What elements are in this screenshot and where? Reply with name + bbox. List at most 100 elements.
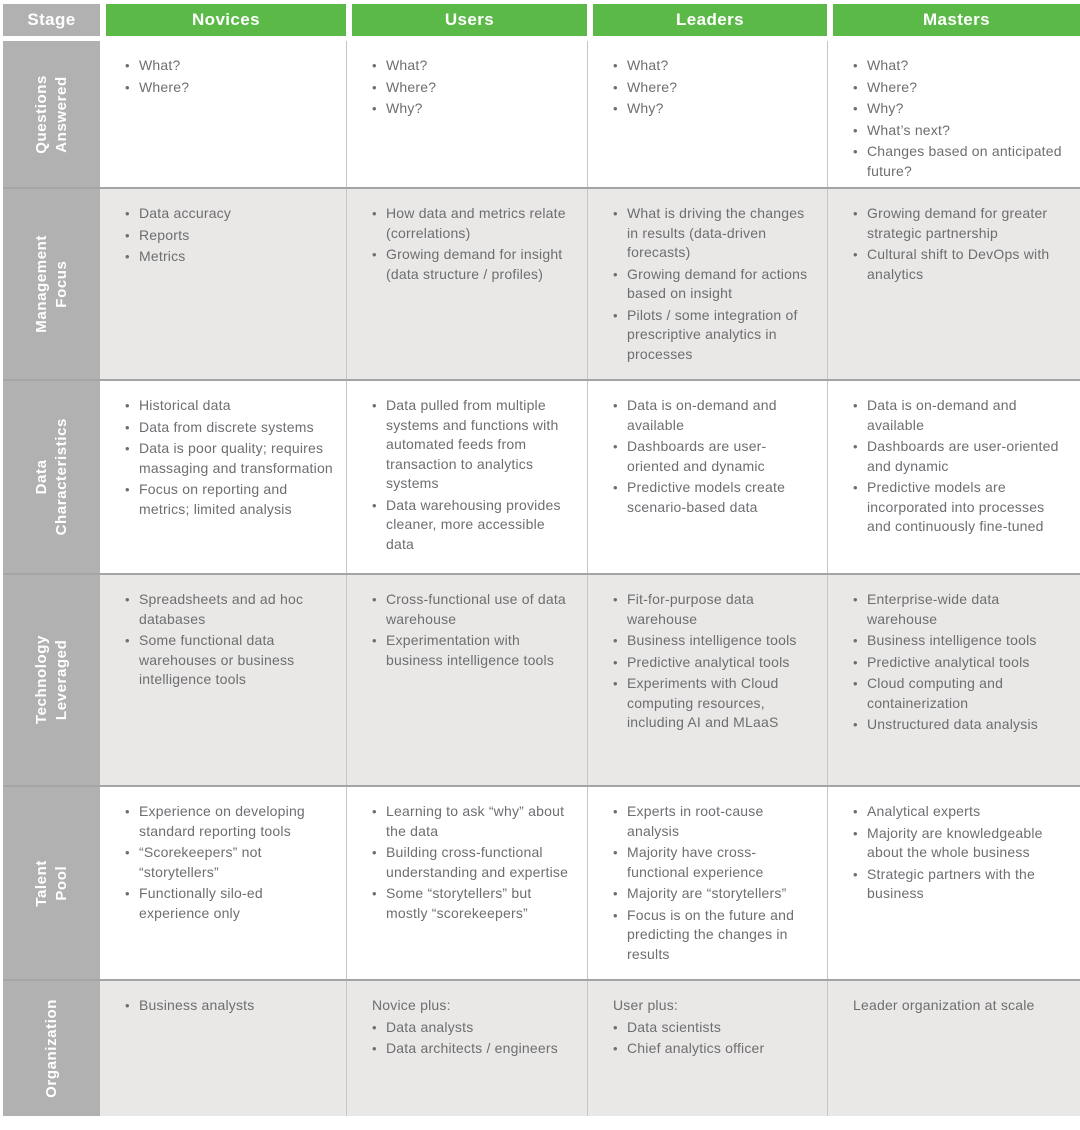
bullet-icon: • [853,101,858,116]
bullet-icon: • [613,804,618,819]
bullet-icon: • [372,1041,377,1056]
bullet-icon: • [853,79,858,95]
bullet-item: • Where? [372,78,577,98]
bullet-item: • Data architects / engineers [372,1039,577,1059]
table-cell: • Experience on developing standard repor… [100,787,346,979]
table-cell: • Business analysts [100,981,346,1116]
row-label: Questions Answered [32,74,70,154]
row-label: Organization [42,999,60,1098]
row-label: Management Focus [32,235,70,333]
bullet-icon: • [125,592,130,607]
bullet-text: Data pulled from multiple systems and fu… [386,397,559,491]
bullet-item: • Where? [613,78,817,98]
bullet-icon: • [613,480,618,495]
bullet-icon: • [853,654,858,670]
bullet-item: • Data from discrete systems [125,418,336,438]
bullet-icon: • [853,439,858,454]
bullet-text: Enterprise-wide data warehouse [867,591,1000,627]
column-header-users: Users [346,4,587,36]
bullet-text: Data is poor quality; requires massaging… [139,440,333,476]
bullet-text: Where? [139,78,190,95]
bullet-icon: • [853,206,858,221]
bullet-item: • Historical data [125,396,336,416]
table-cell: • What? • Where? • Why? [346,41,587,187]
bullet-item: • Where? [125,78,336,98]
bullet-text: Focus is on the future and predicting th… [627,906,795,962]
bullet-item: • Enterprise-wide data warehouse [853,590,1070,629]
bullet-text: “Scorekeepers” not “storytellers” [139,844,262,880]
column-header-masters: Masters [827,4,1080,36]
bullet-item: • Dashboards are user-oriented and dynami… [613,437,817,476]
bullet-icon: • [613,1041,618,1056]
bullet-icon: • [372,497,377,513]
bullet-text: Growing demand for insight (data structu… [386,246,563,282]
bullet-icon: • [853,825,858,841]
bullet-icon: • [853,398,858,413]
bullet-icon: • [372,58,377,73]
table-cell: • Learning to ask “why” about the data • Bu… [346,787,587,979]
bullet-text: Data is on-demand and available [867,397,1017,433]
row-questions-answered: Questions Answered • What? • Where? • What? •… [3,41,1080,187]
column-header-label: Novices [191,10,260,29]
bullet-icon: • [372,1019,377,1035]
stage-header-cell: Stage [3,4,100,36]
bullet-icon: • [372,886,377,901]
bullet-text: Experimentation with business intelligen… [386,632,555,668]
bullet-item: • Data is poor quality; requires massagin… [125,439,336,478]
bullet-item: • Some “storytellers” but mostly “scoreke… [372,884,577,923]
bullet-item: • Fit-for-purpose data warehouse [613,590,817,629]
bullet-item: • Experiments with Cloud computing resour… [613,674,817,733]
table-cell: • What? • Where? • Why? • What’s next? • Changes … [827,41,1080,187]
bullet-text: Some functional data warehouses or busin… [139,632,295,687]
row-label: Data Characteristics [32,418,70,536]
bullet-icon: • [613,633,618,648]
column-header-leaders: Leaders [587,4,827,36]
bullet-item: • Dashboards are user-oriented and dynami… [853,437,1070,476]
table-cell: • Historical data • Data from discrete syst… [100,381,346,573]
bullet-icon: • [853,592,858,607]
bullet-item: • What? [372,56,577,76]
bullet-item: • Pilots / some integration of prescripti… [613,306,817,365]
bullet-icon: • [372,206,377,221]
bullet-icon: • [853,144,858,159]
bullet-icon: • [125,633,130,648]
bullet-text: Cultural shift to DevOps with analytics [867,246,1050,282]
bullet-icon: • [125,998,130,1013]
bullet-item: • Learning to ask “why” about the data [372,802,577,841]
row-organization: Organization • Business analysts Novice p… [3,979,1080,1116]
bullet-item: • Where? [853,78,1070,98]
bullet-item: • Metrics [125,247,336,267]
bullet-text: Data accuracy [139,205,232,221]
bullet-icon: • [613,206,618,221]
bullet-icon: • [613,266,618,282]
bullet-item: • Experience on developing standard repor… [125,802,336,841]
bullet-icon: • [853,676,858,691]
bullet-text: Functionally silo-ed experience only [139,885,263,921]
bullet-item: • Why? [853,99,1070,119]
bullet-text: What? [139,57,181,73]
bullet-icon: • [613,907,618,923]
bullet-text: Chief analytics officer [627,1040,765,1056]
table-cell: • Data accuracy • Reports • Metrics [100,189,346,379]
bullet-text: Growing demand for actions based on insi… [627,265,808,302]
table-cell: Leader organization at scale [827,981,1080,1116]
stage-header-label: Stage [27,10,76,29]
bullet-text: Where? [386,78,437,95]
bullet-item: • Cloud computing and containerization [853,674,1070,713]
bullet-item: • Predictive models are incorporated into… [853,478,1070,537]
bullet-text: Dashboards are user-oriented and dynamic [867,438,1059,474]
row-label-cell: Data Characteristics [3,381,100,573]
bullet-text: Some “storytellers” but mostly “scorekee… [386,885,532,921]
table-cell: • Data pulled from multiple systems and f… [346,381,587,573]
bullet-icon: • [372,101,377,116]
table-cell: • Cross-functional use of data warehouse •… [346,575,587,785]
bullet-item: • Data accuracy [125,204,336,224]
bullet-text: Business analysts [139,997,255,1013]
table-cell: • What? • Where? • Why? [587,41,827,187]
bullet-item: • Data is on-demand and available [613,396,817,435]
bullet-item: • What is driving the changes in results … [613,204,817,263]
bullet-icon: • [613,439,618,454]
cell-intro-text: Novice plus: [372,997,451,1013]
bullet-icon: • [125,419,130,435]
row-label: Talent Pool [32,859,70,907]
